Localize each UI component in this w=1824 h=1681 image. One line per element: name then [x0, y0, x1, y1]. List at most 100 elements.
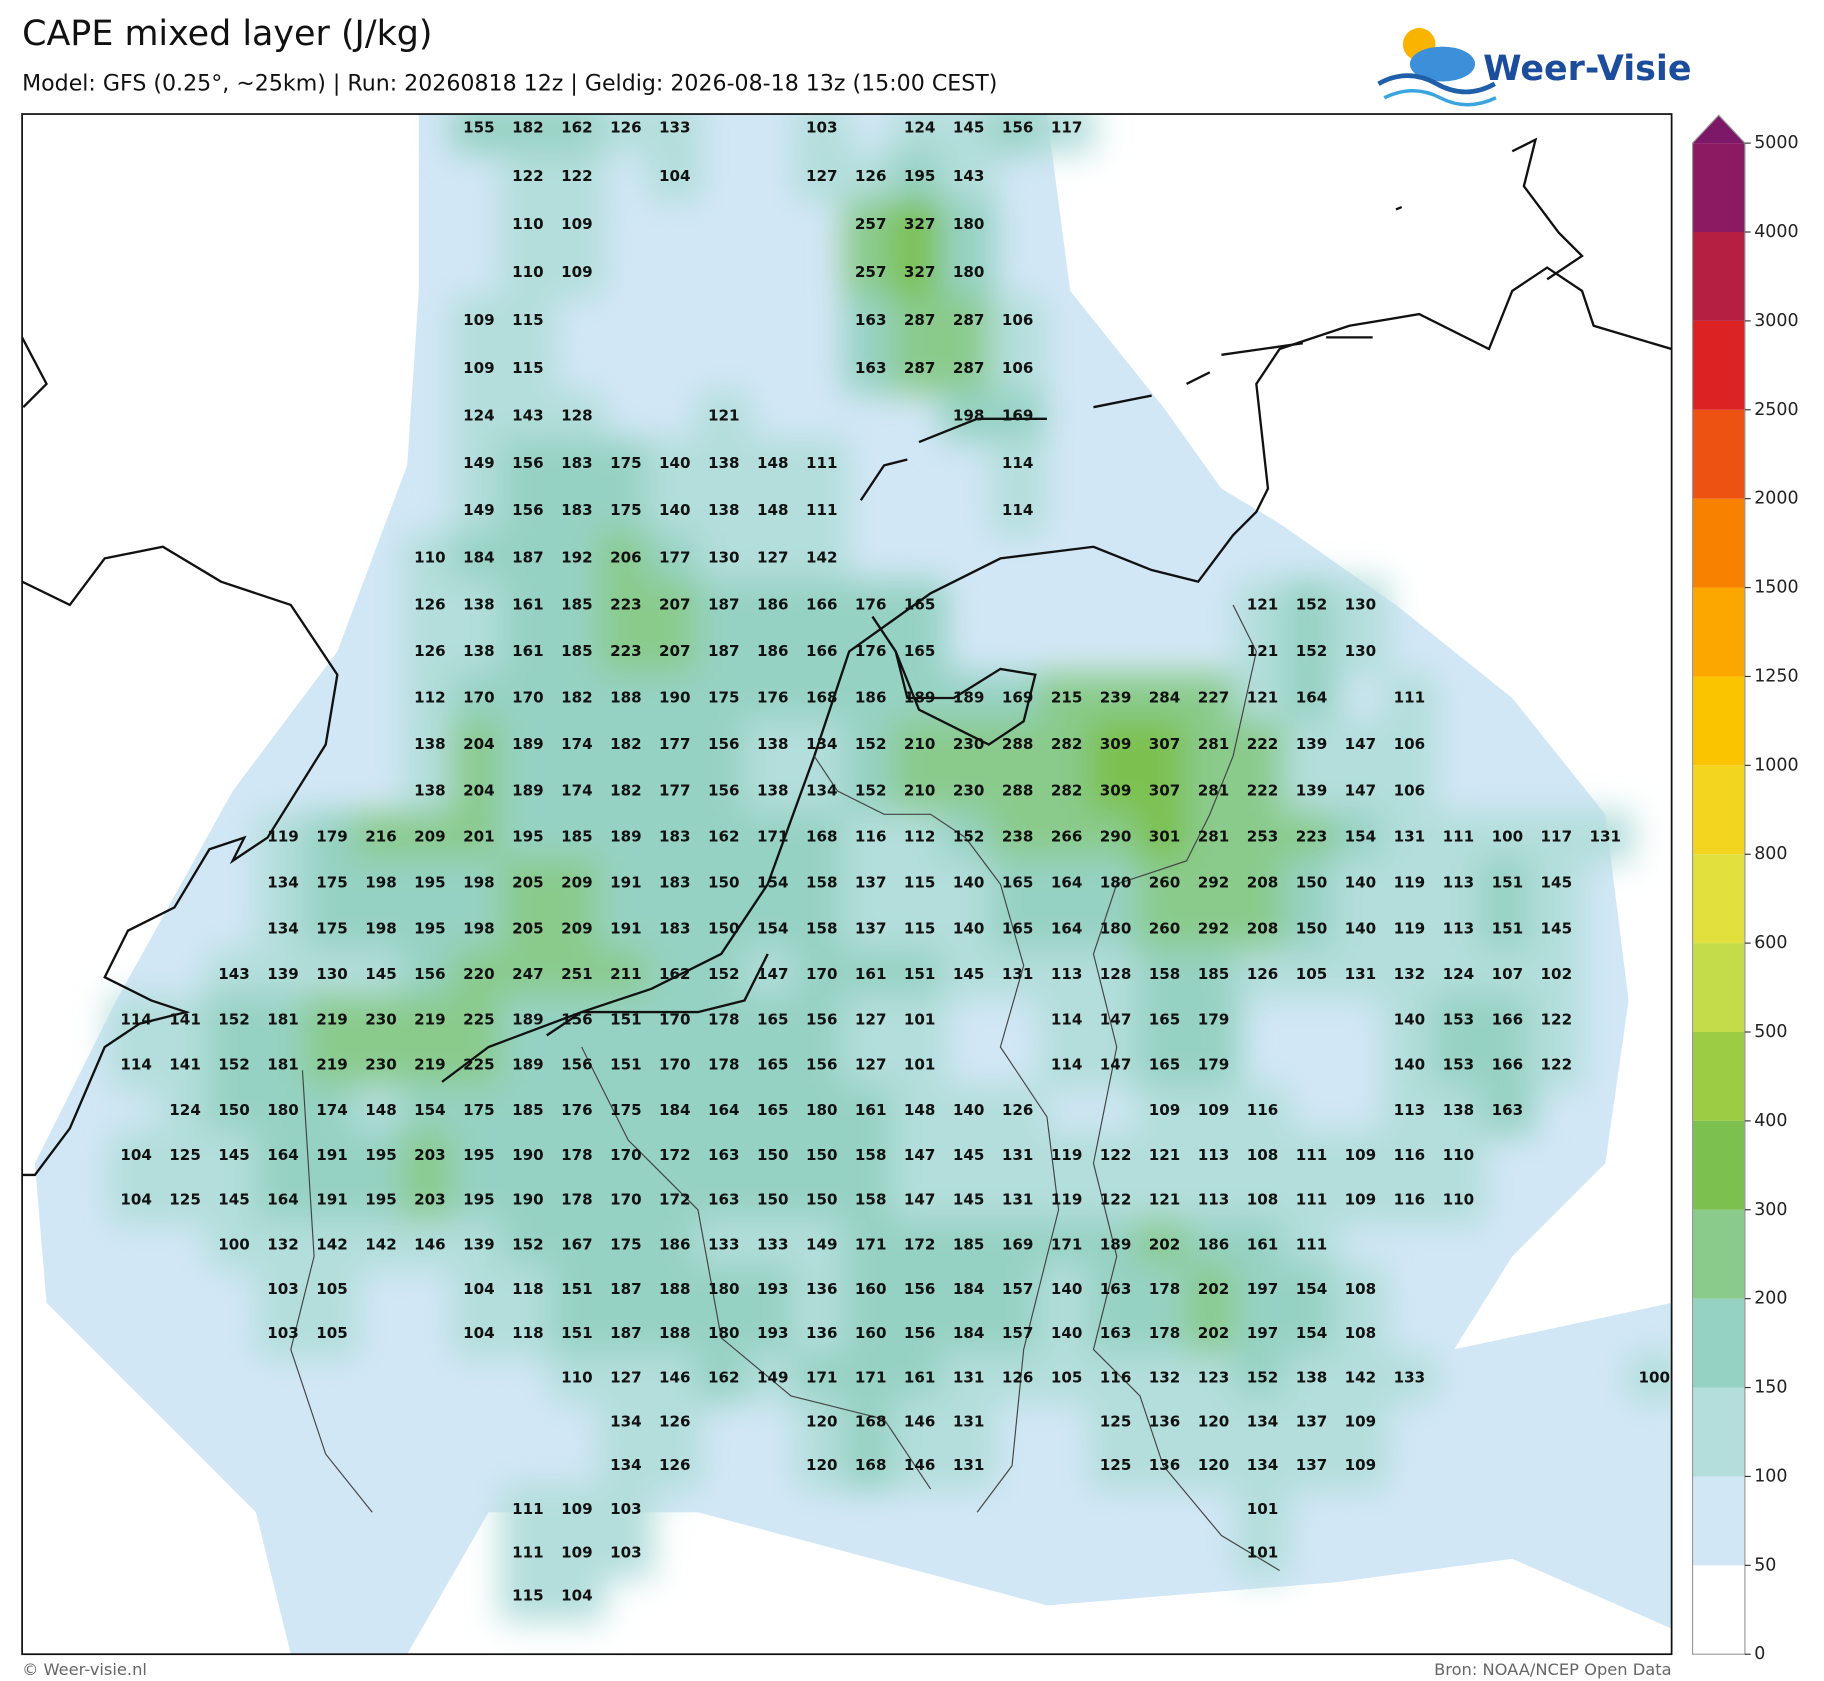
- cape-value: 109: [1345, 1412, 1377, 1430]
- cape-value: 108: [1247, 1191, 1279, 1209]
- cape-cell: [744, 485, 801, 537]
- cape-cell: [597, 1527, 654, 1579]
- cape-cell: [450, 485, 507, 537]
- cape-value: 140: [659, 454, 691, 472]
- cape-value: 139: [463, 1235, 495, 1253]
- cape-cell: [353, 1219, 409, 1271]
- cape-cell: [1087, 1396, 1144, 1448]
- cape-value: 282: [1051, 781, 1083, 799]
- cape-value: 209: [414, 828, 446, 846]
- cape-value: 191: [316, 1191, 348, 1209]
- cape-value: 106: [1002, 311, 1034, 329]
- cape-value: 151: [610, 1010, 642, 1028]
- cape-value: 124: [904, 119, 936, 137]
- cape-cell: [1381, 719, 1438, 771]
- cape-cell: [1479, 811, 1536, 863]
- cape-cell: [646, 1039, 703, 1091]
- cape-value: 211: [610, 965, 642, 983]
- cape-cell: [842, 1440, 899, 1492]
- cape-value: 151: [610, 1056, 642, 1074]
- cape-cell: [548, 114, 605, 154]
- cape-cell: [1332, 1129, 1389, 1181]
- colorbar-label: 300: [1754, 1200, 1787, 1220]
- cape-cell: [402, 1084, 458, 1136]
- cape-cell: [695, 437, 752, 490]
- cape-value: 183: [561, 454, 593, 472]
- cape-cell: [206, 994, 262, 1046]
- cape-value: 219: [316, 1056, 348, 1074]
- cape-value: 189: [904, 689, 936, 707]
- cape-value: 114: [120, 1056, 152, 1074]
- cape-cell: [1381, 1039, 1438, 1091]
- cape-cell: [793, 625, 850, 678]
- cape-value: 189: [610, 828, 642, 846]
- cape-value: 152: [708, 965, 740, 983]
- cape-value: 103: [267, 1280, 299, 1298]
- cape-cell: [842, 672, 899, 724]
- cape-value: 189: [953, 689, 985, 707]
- cape-value: 175: [708, 689, 740, 707]
- cape-value: 121: [1149, 1191, 1181, 1209]
- cape-cell: [1038, 114, 1095, 154]
- cape-value: 134: [267, 919, 299, 937]
- cape-value: 163: [855, 359, 887, 377]
- cape-value: 307: [1149, 781, 1181, 799]
- cape-value: 198: [463, 874, 495, 892]
- cape-value: 150: [806, 1191, 838, 1209]
- cape-cell: [499, 811, 556, 863]
- cape-cell: [1528, 1039, 1585, 1091]
- cape-cell: [646, 437, 703, 490]
- cape-cell: [940, 1129, 997, 1181]
- cape-cell: [499, 1129, 556, 1181]
- cape-value: 160: [855, 1280, 887, 1298]
- cape-cell: [646, 1219, 703, 1271]
- cape-value: 207: [659, 595, 691, 613]
- cape-value: 168: [855, 1456, 887, 1474]
- cape-value: 126: [855, 167, 887, 185]
- cape-cell: [450, 903, 507, 955]
- cape-cell: [255, 903, 311, 955]
- cape-value: 114: [1051, 1056, 1083, 1074]
- cape-value: 162: [708, 1368, 740, 1386]
- cape-cell: [499, 1084, 556, 1136]
- cape-cell: [255, 1308, 311, 1360]
- cape-value: 227: [1198, 689, 1230, 707]
- cape-value: 165: [757, 1010, 789, 1028]
- cape-cell: [499, 719, 556, 771]
- cape-value: 165: [1149, 1056, 1181, 1074]
- cape-value: 166: [1492, 1056, 1524, 1074]
- colorbar-label: 0: [1754, 1644, 1765, 1664]
- cape-value: 183: [659, 874, 691, 892]
- cape-value: 127: [855, 1010, 887, 1028]
- cape-cell: [989, 1219, 1046, 1271]
- cape-value: 131: [953, 1368, 985, 1386]
- cape-value: 178: [1149, 1280, 1181, 1298]
- cape-cell: [499, 1039, 556, 1091]
- cape-value: 145: [365, 965, 397, 983]
- cape-value: 281: [1198, 828, 1230, 846]
- cape-value: 185: [561, 642, 593, 660]
- cape-value: 160: [855, 1324, 887, 1342]
- cape-value: 179: [316, 828, 348, 846]
- cape-cell: [1087, 1174, 1144, 1226]
- cape-cell: [597, 1039, 654, 1091]
- cape-cell: [450, 579, 507, 631]
- cape-value: 126: [659, 1456, 691, 1474]
- cape-value: 164: [267, 1191, 299, 1209]
- cape-value: 172: [904, 1235, 936, 1253]
- cape-cell: [499, 295, 556, 347]
- cape-value: 145: [953, 965, 985, 983]
- cape-value: 103: [806, 119, 838, 137]
- cape-cell: [255, 1219, 311, 1271]
- cape-value: 198: [953, 407, 985, 425]
- cape-cell: [891, 199, 948, 251]
- cape-cell: [1381, 765, 1438, 817]
- cape-cell: [891, 948, 948, 1001]
- cape-cell: [1185, 1396, 1242, 1448]
- cape-value: 109: [463, 359, 495, 377]
- cape-cell: [1185, 811, 1242, 863]
- cape-value: 183: [659, 828, 691, 846]
- cape-value: 147: [1345, 781, 1377, 799]
- cape-cell: [891, 579, 948, 631]
- cape-cell: [304, 1174, 360, 1226]
